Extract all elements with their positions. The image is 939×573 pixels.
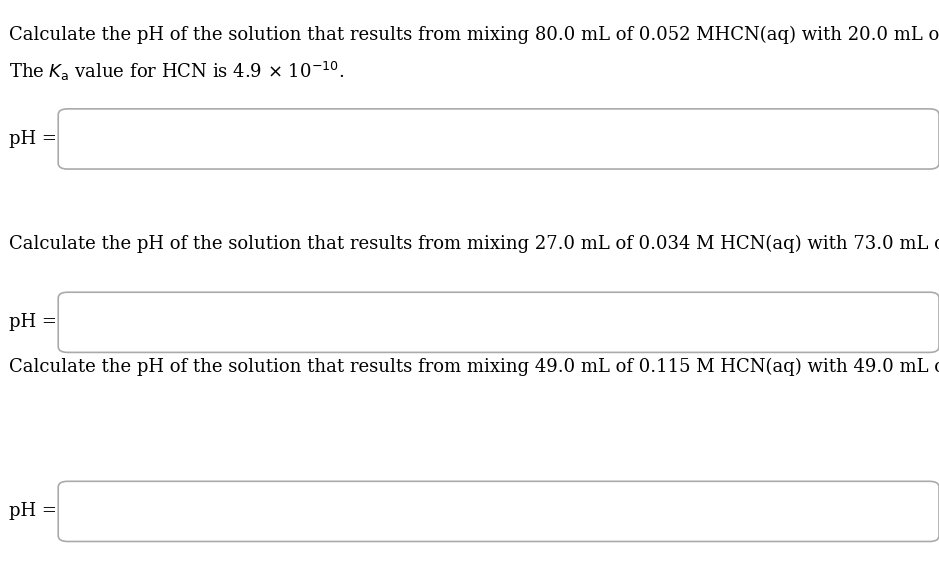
Text: The $K_\mathrm{a}$ value for HCN is 4.9 $\times$ 10$^{-10}$.: The $K_\mathrm{a}$ value for HCN is 4.9 … — [9, 60, 345, 83]
Text: Calculate the pH of the solution that results from mixing 80.0 mL of 0.052 MHCN(: Calculate the pH of the solution that re… — [9, 26, 939, 44]
Text: pH =: pH = — [9, 130, 57, 148]
Text: pH =: pH = — [9, 313, 57, 331]
Text: Calculate the pH of the solution that results from mixing 49.0 mL of 0.115 M HCN: Calculate the pH of the solution that re… — [9, 358, 939, 376]
Text: pH =: pH = — [9, 503, 57, 520]
Text: Calculate the pH of the solution that results from mixing 27.0 mL of 0.034 M HCN: Calculate the pH of the solution that re… — [9, 235, 939, 253]
